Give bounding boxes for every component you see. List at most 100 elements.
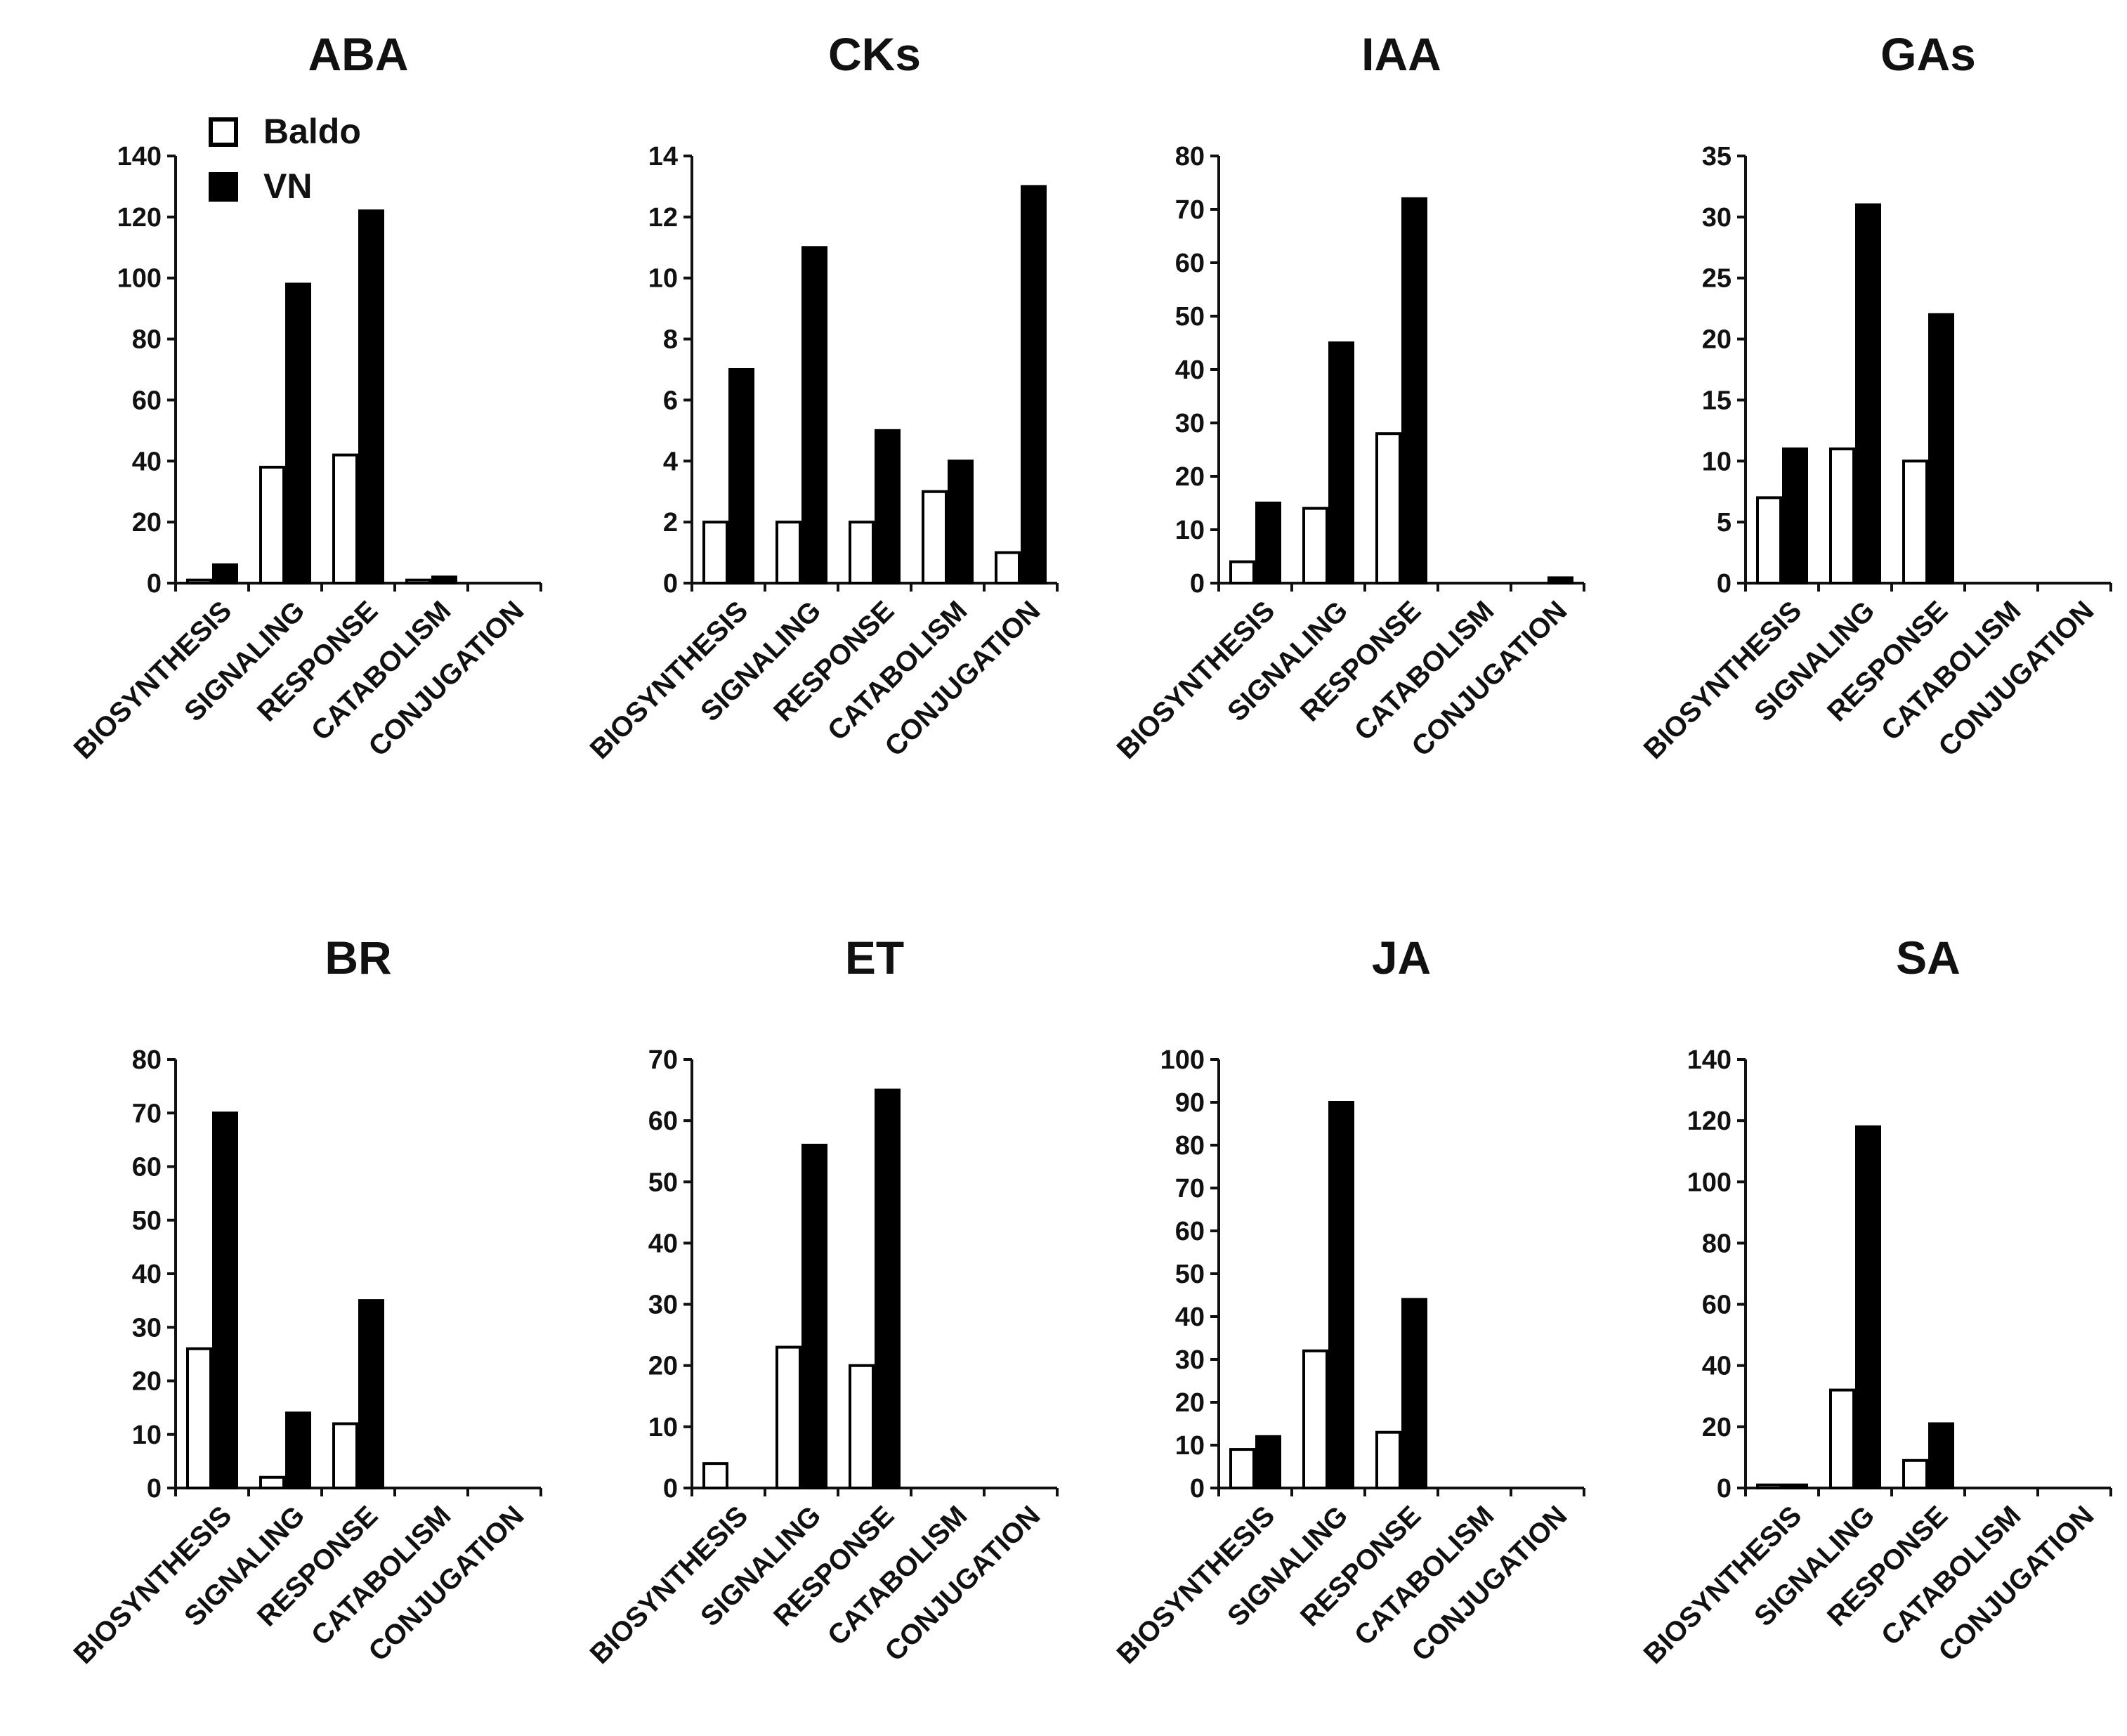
bar-vn-signaling bbox=[1328, 341, 1354, 585]
y-tick-label: 10 bbox=[1175, 516, 1205, 545]
y-tick-label: 30 bbox=[648, 1291, 678, 1320]
bar-vn-response bbox=[875, 1088, 901, 1489]
y-tick-label: 60 bbox=[1175, 1217, 1205, 1246]
y-tick-label: 10 bbox=[1175, 1431, 1205, 1461]
bar-vn-biosynthesis bbox=[728, 368, 754, 585]
y-tick-label: 0 bbox=[1190, 569, 1205, 599]
legend-swatch-baldo bbox=[209, 117, 238, 147]
bar-baldo-signaling bbox=[1302, 507, 1328, 585]
bar-vn-response bbox=[875, 429, 901, 585]
bar-baldo-biosynthesis bbox=[186, 1347, 212, 1489]
bar-vn-biosynthesis bbox=[1255, 1435, 1281, 1490]
bar-vn-biosynthesis bbox=[212, 563, 238, 585]
bar-baldo-biosynthesis bbox=[702, 521, 728, 585]
bar-baldo-biosynthesis bbox=[186, 578, 212, 585]
y-tick-label: 80 bbox=[1702, 1229, 1732, 1258]
y-tick-label: 4 bbox=[663, 447, 678, 476]
y-tick-label: 15 bbox=[1702, 386, 1732, 415]
y-tick-label: 20 bbox=[132, 508, 162, 537]
legend-label-vn: VN bbox=[263, 167, 312, 206]
y-tick-label: 20 bbox=[648, 1352, 678, 1381]
y-tick-label: 0 bbox=[1717, 1474, 1732, 1503]
y-tick-label: 60 bbox=[132, 386, 162, 415]
y-tick-label: 100 bbox=[1687, 1168, 1732, 1197]
y-tick-label: 70 bbox=[1175, 195, 1205, 225]
y-tick-label: 10 bbox=[648, 1413, 678, 1442]
y-tick-label: 50 bbox=[1175, 302, 1205, 332]
y-tick-label: 8 bbox=[663, 325, 678, 355]
panel-ja: JA0102030405060708090100BIOSYNTHESISSIGN… bbox=[1111, 932, 1585, 1670]
y-tick-label: 10 bbox=[1702, 447, 1732, 476]
panel-title: JA bbox=[1372, 932, 1431, 984]
bar-vn-response bbox=[358, 209, 384, 585]
legend-swatch-vn bbox=[209, 172, 238, 202]
y-tick-label: 100 bbox=[1160, 1045, 1205, 1075]
y-tick-label: 20 bbox=[132, 1367, 162, 1397]
bar-vn-signaling bbox=[801, 246, 827, 585]
bar-baldo-signaling bbox=[1829, 1388, 1855, 1489]
y-tick-label: 70 bbox=[1175, 1174, 1205, 1203]
bar-baldo-signaling bbox=[259, 465, 285, 585]
y-tick-label: 50 bbox=[1175, 1260, 1205, 1289]
y-tick-label: 20 bbox=[1175, 1388, 1205, 1418]
y-tick-label: 10 bbox=[132, 1421, 162, 1450]
bar-vn-signaling bbox=[1855, 203, 1881, 585]
bar-vn-catabolism bbox=[948, 459, 974, 585]
bar-baldo-biosynthesis bbox=[1229, 560, 1255, 585]
panel-title: ABA bbox=[308, 28, 409, 80]
y-tick-label: 40 bbox=[132, 1260, 162, 1289]
y-tick-label: 20 bbox=[1702, 325, 1732, 355]
panel-iaa: IAA01020304050607080BIOSYNTHESISSIGNALIN… bbox=[1111, 28, 1585, 765]
bar-vn-response bbox=[1401, 197, 1427, 585]
y-tick-label: 120 bbox=[117, 203, 162, 233]
y-tick-label: 2 bbox=[663, 508, 678, 537]
y-tick-label: 35 bbox=[1702, 142, 1732, 171]
y-tick-label: 0 bbox=[147, 569, 162, 599]
y-tick-label: 30 bbox=[1175, 409, 1205, 438]
bar-baldo-conjugation bbox=[995, 551, 1021, 585]
bar-baldo-response bbox=[1375, 432, 1401, 585]
y-tick-label: 60 bbox=[1702, 1291, 1732, 1320]
panel-title: IAA bbox=[1361, 28, 1441, 80]
y-tick-label: 30 bbox=[1175, 1345, 1205, 1375]
y-tick-label: 20 bbox=[1702, 1413, 1732, 1442]
y-tick-label: 80 bbox=[132, 325, 162, 355]
y-tick-label: 40 bbox=[1175, 355, 1205, 385]
bar-baldo-catabolism bbox=[922, 490, 948, 585]
bar-vn-response bbox=[1401, 1298, 1427, 1489]
panel-title: CKs bbox=[828, 28, 921, 80]
bar-baldo-signaling bbox=[1829, 447, 1855, 585]
bar-vn-response bbox=[1928, 313, 1954, 585]
y-tick-label: 70 bbox=[648, 1045, 678, 1075]
y-tick-label: 14 bbox=[648, 142, 678, 171]
bar-baldo-response bbox=[1375, 1430, 1401, 1489]
bar-vn-signaling bbox=[285, 1411, 311, 1489]
bar-baldo-response bbox=[849, 521, 875, 585]
panel-title: BR bbox=[325, 932, 391, 984]
y-tick-label: 120 bbox=[1687, 1107, 1732, 1136]
bar-baldo-catabolism bbox=[405, 578, 431, 585]
y-tick-label: 60 bbox=[132, 1153, 162, 1182]
bar-baldo-response bbox=[332, 1422, 358, 1489]
y-tick-label: 40 bbox=[1175, 1303, 1205, 1332]
y-tick-label: 50 bbox=[648, 1168, 678, 1197]
bar-vn-signaling bbox=[1855, 1125, 1881, 1490]
y-tick-label: 30 bbox=[132, 1313, 162, 1343]
bar-baldo-response bbox=[849, 1364, 875, 1489]
y-tick-label: 30 bbox=[1702, 203, 1732, 233]
y-tick-label: 0 bbox=[147, 1474, 162, 1503]
legend: Baldo VN bbox=[209, 112, 361, 206]
bar-vn-biosynthesis bbox=[1255, 502, 1281, 585]
bar-vn-response bbox=[1928, 1422, 1954, 1489]
y-tick-label: 0 bbox=[663, 569, 678, 599]
y-tick-label: 80 bbox=[132, 1045, 162, 1075]
bar-baldo-response bbox=[1902, 1458, 1928, 1489]
panel-title: ET bbox=[845, 932, 904, 984]
bar-baldo-biosynthesis bbox=[1229, 1448, 1255, 1490]
panel-gas: GAs05101520253035BIOSYNTHESISSIGNALINGRE… bbox=[1638, 28, 2112, 765]
y-tick-label: 0 bbox=[663, 1474, 678, 1503]
y-tick-label: 10 bbox=[648, 264, 678, 294]
y-tick-label: 100 bbox=[117, 264, 162, 294]
y-tick-label: 25 bbox=[1702, 264, 1732, 294]
